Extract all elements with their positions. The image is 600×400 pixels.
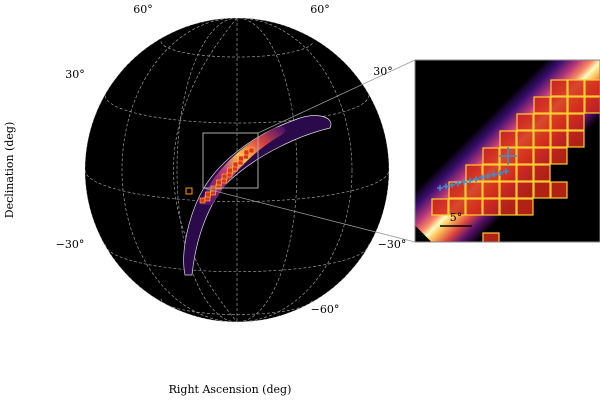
inset-frame [414,59,600,243]
tile-group [199,147,255,204]
tile [431,198,449,216]
sample [503,168,509,175]
tile [550,113,568,131]
tile [533,113,551,131]
meridian [121,18,353,322]
tile [533,96,551,114]
tile [238,155,244,162]
x-axis-label: Right Ascension (deg) [169,383,292,396]
grid-line [160,298,314,315]
inset: 5° [414,59,600,243]
tile [584,79,600,97]
tile [482,181,500,199]
tile [516,113,534,131]
grid-line [105,95,369,124]
sample [443,183,449,190]
y-axis-label: Declination (deg) [3,122,16,219]
tile [448,181,466,199]
y-tick-label: 60° [310,3,330,16]
sample [497,170,503,176]
tile [248,147,255,154]
tile [482,198,500,216]
y-tick-label: −30° [56,238,85,251]
tile [516,147,534,165]
tile [550,79,568,97]
tile [516,198,534,216]
tile [216,179,222,186]
tile [516,130,534,148]
y-tick-label: −60° [311,303,340,316]
sample [473,176,479,182]
tile [567,96,585,114]
zoom-box [202,132,259,189]
equator [85,169,389,202]
y-tick-label: −30° [378,238,407,251]
tile [185,187,193,195]
tile [550,181,568,199]
tile [550,96,568,114]
grid-line [160,41,314,58]
zoom-connector [257,59,416,134]
tile [499,198,517,216]
tile [227,167,233,174]
tile [465,164,483,182]
y-tick-label: 30° [373,65,393,78]
meridian [173,18,238,322]
sample [479,174,485,181]
scale-label: 5° [450,211,463,224]
zoom-connector [202,187,416,243]
meridian [176,18,298,322]
tile [465,181,483,199]
tile [482,232,500,242]
sample [455,180,461,187]
tile [199,197,206,204]
y-tick-label: 60° [133,3,153,16]
tile [221,173,228,180]
tile [205,191,211,198]
tile [243,149,250,156]
tile [550,130,568,148]
tile [516,181,534,199]
tile [567,113,585,131]
tile [448,198,466,216]
tile [533,130,551,148]
tile [567,130,585,148]
tile [482,147,500,165]
tile [499,181,517,199]
grid-line [105,244,369,273]
sample [461,179,467,185]
sample [485,173,491,179]
sample [499,147,517,165]
tile [533,164,551,182]
probability-region [200,126,286,205]
sample [467,177,473,184]
tile [499,130,517,148]
sample [449,182,455,188]
tile [533,181,551,199]
tile-group [431,79,600,242]
tile [567,79,585,97]
tile [465,198,483,216]
tile [550,147,568,165]
tile [232,161,239,168]
sample [491,171,497,178]
tile [533,147,551,165]
y-tick-label: 30° [65,68,85,81]
tile [516,164,534,182]
tile [584,96,600,114]
tile [482,164,500,182]
sample [437,185,443,191]
